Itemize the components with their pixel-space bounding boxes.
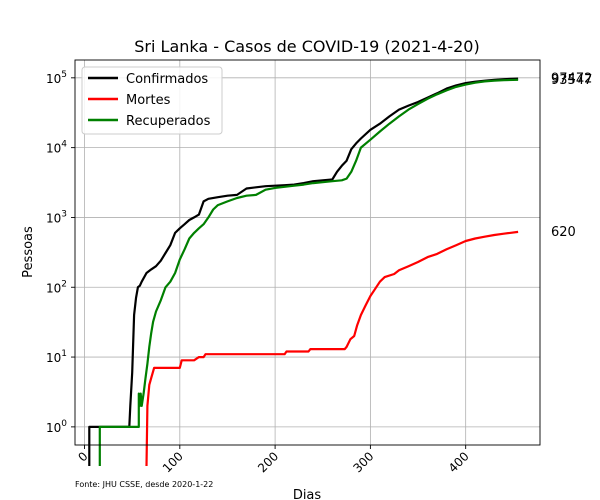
y-tick-label: 103 xyxy=(46,209,67,225)
y-axis-label: Pessoas xyxy=(21,226,36,278)
legend-label-recuperados: Recuperados xyxy=(126,114,211,129)
legend-label-mortes: Mortes xyxy=(126,93,171,108)
y-axis-ticks: 100 101 102 103 104 105 xyxy=(46,70,75,435)
series-line-recuperados xyxy=(98,78,519,466)
legend-box xyxy=(81,66,223,135)
legend-label-confirmados: Confirmados xyxy=(126,72,208,87)
y-tick-label: 104 xyxy=(46,140,67,156)
x-axis-label: Dias xyxy=(293,488,322,500)
end-label-recuperados: 93547 xyxy=(551,73,592,88)
plot-frame xyxy=(74,59,541,446)
y-tick-label: 100 xyxy=(46,419,67,435)
series-line-mortes xyxy=(145,230,519,467)
end-label-confirmados: 97472 xyxy=(551,72,592,87)
end-label-mortes: 620 xyxy=(551,225,576,240)
x-tick-label: 400 xyxy=(446,449,472,475)
source-note: Fonte: JHU CSSE, desde 2020-1-22 xyxy=(75,480,213,489)
x-tick-label: 100 xyxy=(160,449,186,475)
series-line-confirmados xyxy=(88,77,519,466)
x-axis-ticks: 0 100 200 300 400 xyxy=(75,445,472,475)
legend: Confirmados Mortes Recuperados xyxy=(81,66,223,135)
y-tick-label: 102 xyxy=(46,279,67,295)
series-lines xyxy=(88,77,519,467)
x-tick-label: 200 xyxy=(255,449,281,475)
y-tick-label: 101 xyxy=(46,349,67,365)
chart-title: Sri Lanka - Casos de COVID-19 (2021-4-20… xyxy=(134,37,479,56)
y-tick-label: 105 xyxy=(46,70,67,86)
x-tick-label: 300 xyxy=(350,449,376,475)
